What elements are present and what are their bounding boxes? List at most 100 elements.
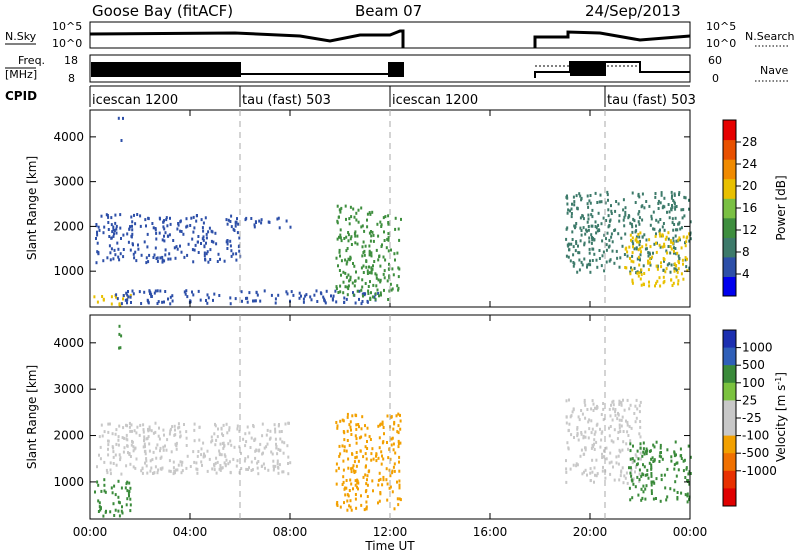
scatter-cell	[661, 457, 664, 461]
scatter-cell	[216, 460, 219, 464]
scatter-cell	[252, 425, 255, 429]
scatter-cell	[625, 266, 628, 270]
scatter-cell	[150, 295, 153, 298]
scatter-cell	[606, 231, 609, 235]
scatter-cell	[381, 243, 383, 247]
scatter-cell	[397, 503, 400, 507]
scatter-cell	[380, 223, 383, 227]
scatter-cell	[129, 509, 132, 513]
scatter-cell	[127, 451, 129, 455]
scatter-cell	[338, 454, 341, 458]
scatter-cell	[591, 399, 594, 403]
scatter-cell	[172, 466, 175, 470]
scatter-cell	[126, 298, 129, 302]
scatter-cell	[354, 301, 357, 305]
scatter-cell	[302, 300, 305, 304]
scatter-cell	[590, 431, 593, 435]
scatter-cell	[639, 451, 642, 455]
scatter-cell	[263, 446, 266, 450]
scatter-cell	[343, 237, 346, 240]
scatter-cell	[622, 218, 625, 222]
scatter-cell	[572, 261, 575, 264]
scatter-cell	[638, 263, 641, 267]
scatter-cell	[645, 452, 648, 456]
freq-block-1	[91, 62, 241, 77]
scatter-cell	[601, 452, 603, 456]
scatter-cell	[232, 252, 235, 256]
scatter-cell	[643, 233, 646, 237]
scatter-cell	[340, 259, 343, 263]
scatter-cell	[207, 230, 210, 234]
scatter-cell	[110, 216, 113, 220]
scatter-cell	[587, 436, 590, 440]
scatter-cell	[105, 213, 108, 217]
scatter-cell	[123, 436, 126, 440]
scatter-cell	[280, 430, 283, 433]
scatter-cell	[246, 300, 249, 304]
scatter-cell	[336, 424, 339, 428]
scatter-cell	[650, 217, 653, 221]
scatter-cell	[159, 256, 162, 260]
scatter-cell	[633, 459, 636, 463]
scatter-cell	[594, 225, 597, 228]
scatter-cell	[273, 423, 276, 427]
scatter-cell	[256, 466, 259, 470]
scatter-cell	[238, 445, 241, 449]
scatter-cell	[355, 270, 357, 274]
scatter-cell	[689, 231, 692, 235]
scatter-cell	[177, 463, 180, 467]
colorbar-tick-label: 25	[742, 393, 757, 407]
scatter-cell	[185, 289, 188, 293]
scatter-cell	[350, 482, 353, 486]
scatter-cell	[215, 456, 218, 460]
scatter-cell	[596, 265, 599, 269]
scatter-cell	[349, 478, 352, 482]
scatter-cell	[570, 215, 573, 219]
scatter-cell	[168, 252, 171, 256]
scatter-cell	[116, 297, 119, 301]
scatter-cell	[204, 454, 206, 458]
scatter-cell	[604, 476, 607, 480]
scatter-cell	[362, 264, 365, 268]
scatter-cell	[202, 229, 205, 233]
scatter-cell	[167, 297, 169, 301]
scatter-cell	[261, 452, 264, 456]
scatter-cell	[678, 257, 681, 261]
scatter-cell	[354, 279, 357, 283]
scatter-cell	[229, 244, 232, 248]
scatter-cell	[256, 293, 259, 297]
power-colorbar-cells	[723, 120, 736, 297]
scatter-cell	[633, 266, 636, 270]
scatter-cell	[344, 285, 347, 289]
scatter-cell	[393, 507, 396, 511]
scatter-cell	[392, 448, 395, 452]
scatter-cell	[617, 413, 620, 417]
scatter-cell	[646, 449, 649, 453]
scatter-cell	[251, 468, 254, 472]
scatter-cell	[634, 453, 637, 457]
scatter-cell	[250, 469, 253, 472]
scatter-cell	[654, 192, 657, 195]
scatter-cell	[390, 248, 392, 252]
scatter-cell	[339, 452, 342, 456]
scatter-cell	[672, 228, 675, 232]
scatter-cell	[229, 471, 232, 475]
scatter-cell	[148, 253, 151, 257]
scatter-cell	[568, 398, 570, 402]
scatter-cell	[230, 254, 233, 258]
scatter-cell	[582, 217, 585, 221]
scatter-cell	[576, 206, 579, 210]
scatter-cell	[360, 494, 362, 498]
scatter-cell	[122, 450, 125, 454]
nsky-tick-bottom: 10^0	[52, 37, 82, 50]
scatter-cell	[595, 231, 598, 235]
scatter-cell	[629, 233, 632, 237]
scatter-cell	[350, 467, 353, 471]
scatter-cell	[98, 453, 100, 457]
scatter-cell	[668, 262, 671, 266]
scatter-cell	[114, 253, 117, 257]
scatter-cell	[631, 251, 634, 255]
scatter-cell	[95, 224, 98, 228]
scatter-cell	[583, 470, 585, 474]
scatter-cell	[230, 225, 233, 229]
